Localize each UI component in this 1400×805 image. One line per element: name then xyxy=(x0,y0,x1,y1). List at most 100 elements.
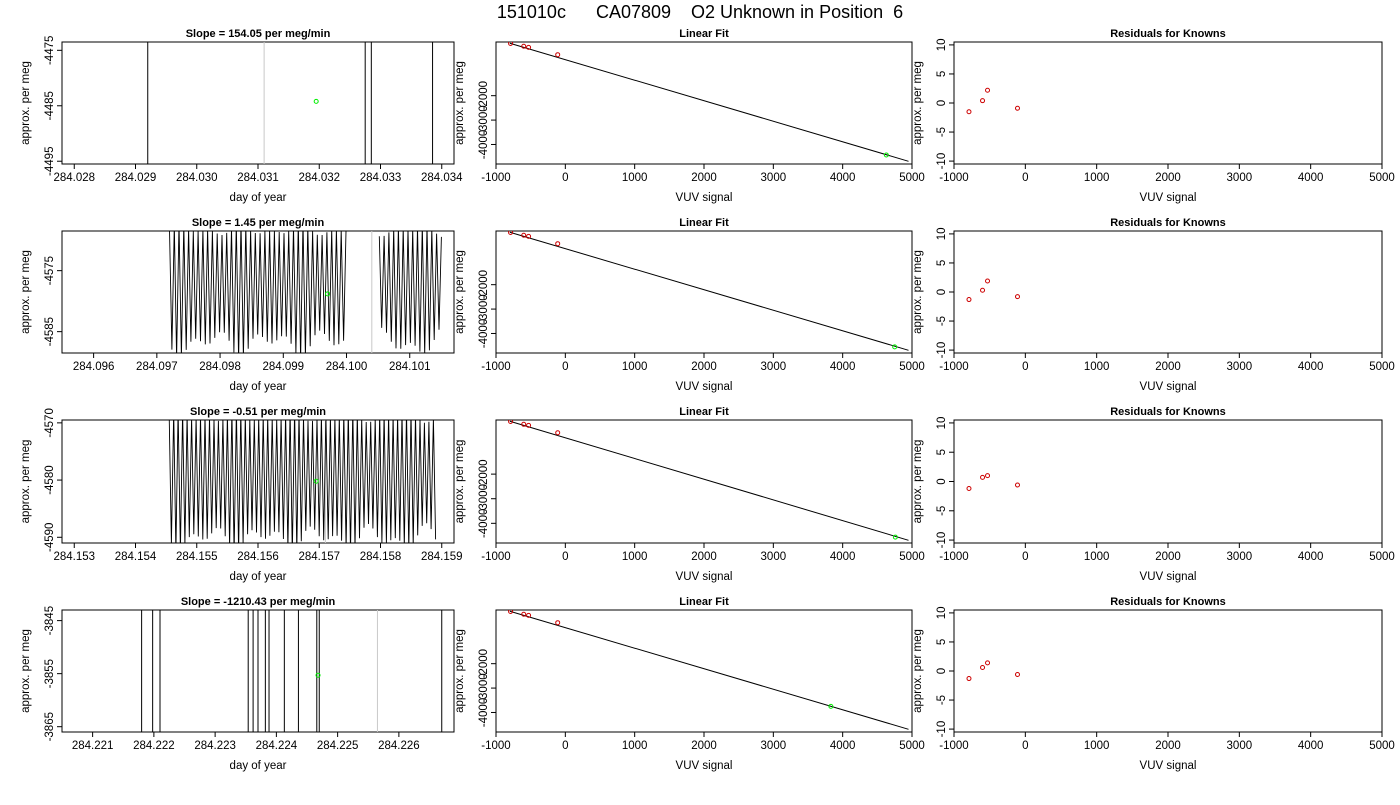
y-tick-label: -3000 xyxy=(478,673,490,702)
x-tick-label: 0 xyxy=(1022,172,1028,184)
residual-point xyxy=(966,486,972,492)
x-axis-label: VUV signal xyxy=(1140,571,1197,583)
x-tick-label: 5000 xyxy=(899,740,925,752)
y-tick-label: -3000 xyxy=(478,105,490,134)
x-tick-label: 284.223 xyxy=(194,740,236,752)
fit-line xyxy=(509,610,909,730)
y-tick-label: 0 xyxy=(936,668,948,674)
x-tick-label: 0 xyxy=(1022,361,1028,373)
known-point xyxy=(508,42,514,46)
x-tick-label: -1000 xyxy=(939,740,968,752)
y-axis-label: approx. per meg xyxy=(20,61,32,145)
y-tick-label: -3000 xyxy=(478,484,490,513)
y-tick-label: -10 xyxy=(936,721,948,738)
y-tick-label: -5 xyxy=(936,695,948,705)
panel-title: Linear Fit xyxy=(679,217,729,229)
plot-frame xyxy=(495,230,913,354)
x-tick-label: 0 xyxy=(562,361,568,373)
x-tick-label: 2000 xyxy=(691,172,717,184)
known-point xyxy=(555,241,561,247)
x-tick-label: 284.097 xyxy=(136,361,178,373)
unknown-point xyxy=(883,152,889,158)
x-tick-label: -1000 xyxy=(939,551,968,563)
x-tick-label: -1000 xyxy=(481,740,510,752)
y-tick-label: -4495 xyxy=(44,147,56,176)
x-tick-label: 284.033 xyxy=(360,172,402,184)
y-tick-label: -2000 xyxy=(478,649,490,678)
plot-frame xyxy=(953,41,1383,165)
y-tick-label: -2000 xyxy=(478,270,490,299)
x-tick-label: 284.154 xyxy=(115,551,157,563)
x-tick-label: 3000 xyxy=(1227,172,1253,184)
y-axis-label: approx. per meg xyxy=(20,440,32,524)
x-tick-label: 4000 xyxy=(830,551,856,563)
x-tick-label: 284.224 xyxy=(256,740,298,752)
plot-area xyxy=(966,278,1020,303)
fit-line xyxy=(509,231,909,351)
plot-frame xyxy=(495,41,913,165)
y-tick-label: -4580 xyxy=(44,465,56,494)
unknown-point xyxy=(325,291,331,297)
x-tick-label: 4000 xyxy=(1298,551,1324,563)
y-tick-label: 0 xyxy=(936,478,948,484)
y-tick-label: -3000 xyxy=(478,294,490,323)
x-tick-label: 2000 xyxy=(1155,551,1181,563)
panel-title: Residuals for Knowns xyxy=(1110,596,1226,608)
known-point xyxy=(521,43,527,49)
trace-line xyxy=(378,231,442,353)
plot-area xyxy=(508,231,909,351)
x-axis-label: VUV signal xyxy=(1140,192,1197,204)
panel-title: Slope = -1210.43 per meg/min xyxy=(181,596,336,608)
x-tick-label: 2000 xyxy=(691,361,717,373)
y-tick-label: -4590 xyxy=(44,523,56,552)
unknown-point xyxy=(313,478,319,484)
x-axis-label: VUV signal xyxy=(676,571,733,583)
figure-title: 151010c CA07809 O2 Unknown in Position 6 xyxy=(496,2,904,22)
fit-line xyxy=(509,420,909,541)
x-tick-label: 0 xyxy=(562,172,568,184)
x-tick-label: 284.101 xyxy=(389,361,431,373)
panel-title: Linear Fit xyxy=(679,406,729,418)
known-point xyxy=(555,620,561,626)
residual-point xyxy=(1014,482,1020,488)
residual-point xyxy=(1014,294,1020,300)
x-tick-label: 1000 xyxy=(1084,740,1110,752)
unknown-point xyxy=(828,703,834,709)
y-tick-label: 0 xyxy=(936,100,948,106)
panel-title: Residuals for Knowns xyxy=(1110,28,1226,40)
x-tick-label: 2000 xyxy=(1155,172,1181,184)
panel-fit-r1: Linear Fit -1000 0 1000 2000 3000 4000 5000 VUV … xyxy=(454,217,925,393)
x-tick-label: 284.096 xyxy=(73,361,115,373)
known-point xyxy=(526,233,532,239)
known-point xyxy=(521,421,527,427)
panel-timeseries-r0: Slope = 154.05 per meg/min 284.028 284.029… xyxy=(20,28,463,204)
plot-area xyxy=(169,231,442,353)
x-tick-label: 5000 xyxy=(1369,551,1395,563)
y-tick-label: -4000 xyxy=(478,130,490,159)
y-axis-label: approx. per meg xyxy=(454,629,466,713)
x-tick-label: 284.221 xyxy=(72,740,114,752)
x-tick-label: 4000 xyxy=(1298,740,1324,752)
panel-title: Linear Fit xyxy=(679,28,729,40)
plot-frame xyxy=(953,419,1383,544)
x-tick-label: 284.098 xyxy=(199,361,241,373)
panel-title: Slope = 1.45 per meg/min xyxy=(192,217,325,229)
x-tick-label: 3000 xyxy=(761,172,787,184)
x-tick-label: 4000 xyxy=(830,740,856,752)
plot-area xyxy=(966,473,1020,492)
x-axis-label: day of year xyxy=(230,760,287,772)
x-tick-label: 3000 xyxy=(761,740,787,752)
y-axis-label: approx. per meg xyxy=(912,61,924,145)
y-tick-label: -5 xyxy=(936,127,948,137)
plot-frame xyxy=(953,609,1383,733)
y-axis-label: approx. per meg xyxy=(912,440,924,524)
plot-frame xyxy=(61,230,455,354)
y-axis-label: approx. per meg xyxy=(454,61,466,145)
y-tick-label: -3865 xyxy=(44,712,56,741)
residual-point xyxy=(980,474,986,480)
residual-point xyxy=(980,98,986,104)
panel-title: Linear Fit xyxy=(679,596,729,608)
x-tick-label: 0 xyxy=(1022,551,1028,563)
y-tick-label: -2000 xyxy=(478,81,490,110)
plot-area xyxy=(508,420,909,541)
